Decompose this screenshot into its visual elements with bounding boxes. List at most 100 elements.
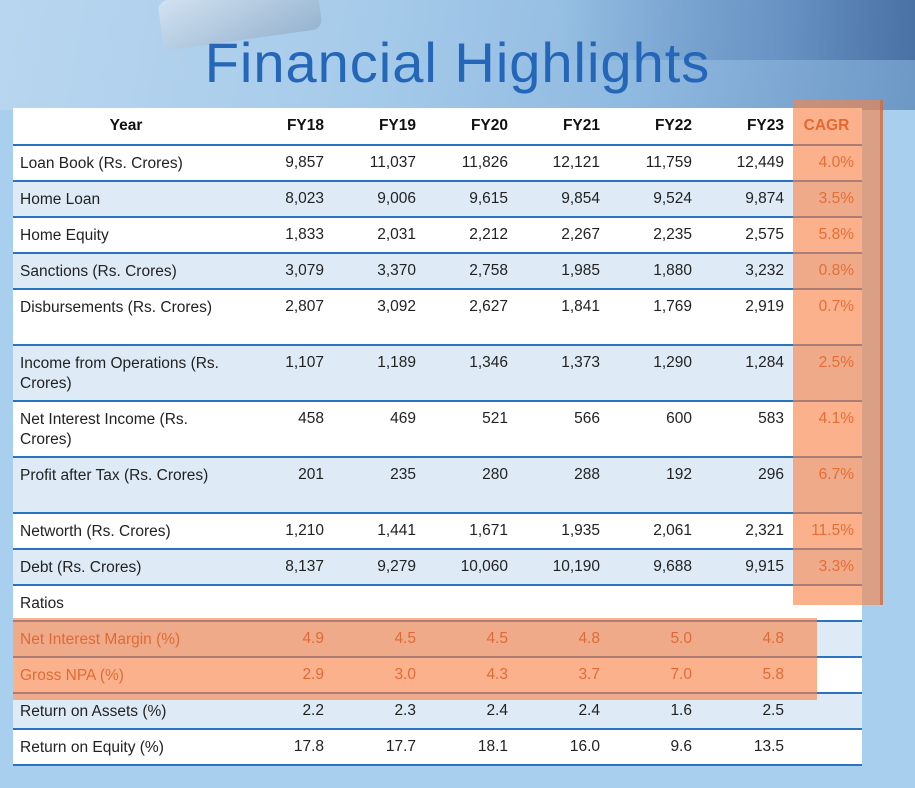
cell-empty: [791, 621, 862, 658]
cell-value: 4.8: [515, 621, 607, 658]
cell-value: 3.7: [515, 657, 607, 694]
cell-value: 1,671: [423, 513, 515, 550]
cell-value: 3,232: [699, 253, 791, 290]
row-label: Loan Book (Rs. Crores): [13, 145, 239, 182]
cell-cagr: 0.8%: [791, 253, 862, 290]
cell-value: 1,935: [515, 513, 607, 550]
cell-value: 2,267: [515, 217, 607, 254]
cell-value: 2,627: [423, 289, 515, 346]
cell-value: 11,759: [607, 145, 699, 182]
cell-value: 9,915: [699, 549, 791, 586]
cell-value: 1,441: [331, 513, 423, 550]
cell-value: 8,023: [239, 181, 331, 218]
column-header-fy18: FY18: [239, 108, 331, 146]
cell-value: 12,121: [515, 145, 607, 182]
cell-cagr: 11.5%: [791, 513, 862, 550]
table-row: Networth (Rs. Crores) 1,210 1,441 1,671 …: [13, 513, 862, 550]
cell-empty: [239, 585, 331, 622]
header-row: Year FY18 FY19 FY20 FY21 FY22 FY23 CAGR: [13, 108, 862, 146]
cell-value: 10,190: [515, 549, 607, 586]
cell-value: 1,107: [239, 345, 331, 402]
cell-empty: [791, 657, 862, 694]
cell-value: 12,449: [699, 145, 791, 182]
column-header-cagr: CAGR: [791, 108, 862, 146]
header-photo-screen: [560, 0, 915, 60]
ratio-row: Net Interest Margin (%) 4.9 4.5 4.5 4.8 …: [13, 621, 862, 658]
cell-cagr: 0.7%: [791, 289, 862, 346]
ratio-row: Return on Equity (%) 17.8 17.7 18.1 16.0…: [13, 729, 862, 766]
cell-value: 16.0: [515, 729, 607, 766]
table-row: Profit after Tax (Rs. Crores) 201 235 28…: [13, 457, 862, 514]
cell-value: 192: [607, 457, 699, 514]
cell-value: 600: [607, 401, 699, 458]
cell-value: 469: [331, 401, 423, 458]
page-title: Financial Highlights: [204, 31, 711, 94]
row-label: Debt (Rs. Crores): [13, 549, 239, 586]
table-row: Home Equity 1,833 2,031 2,212 2,267 2,23…: [13, 217, 862, 254]
cell-value: 3.0: [331, 657, 423, 694]
cell-cagr: 3.3%: [791, 549, 862, 586]
column-header-fy21: FY21: [515, 108, 607, 146]
cell-value: 1.6: [607, 693, 699, 730]
cell-cagr: 5.8%: [791, 217, 862, 254]
row-label: Networth (Rs. Crores): [13, 513, 239, 550]
cell-value: 9,688: [607, 549, 699, 586]
cell-empty: [607, 585, 699, 622]
cell-cagr: 2.5%: [791, 345, 862, 402]
cell-value: 566: [515, 401, 607, 458]
cell-value: 4.3: [423, 657, 515, 694]
cell-value: 2.9: [239, 657, 331, 694]
cell-value: 2,212: [423, 217, 515, 254]
row-label: Return on Equity (%): [13, 729, 239, 766]
ratios-section-row: Ratios: [13, 585, 862, 622]
cell-value: 2,575: [699, 217, 791, 254]
cell-value: 9.6: [607, 729, 699, 766]
cell-value: 9,874: [699, 181, 791, 218]
table-row: Loan Book (Rs. Crores) 9,857 11,037 11,8…: [13, 145, 862, 182]
row-label: Home Loan: [13, 181, 239, 218]
cell-value: 9,006: [331, 181, 423, 218]
cell-value: 1,210: [239, 513, 331, 550]
cell-value: 9,524: [607, 181, 699, 218]
cell-value: 17.8: [239, 729, 331, 766]
cell-value: 3,370: [331, 253, 423, 290]
table-row: Disbursements (Rs. Crores) 2,807 3,092 2…: [13, 289, 862, 346]
table-row: Sanctions (Rs. Crores) 3,079 3,370 2,758…: [13, 253, 862, 290]
cell-value: 2,235: [607, 217, 699, 254]
cell-cagr: 3.5%: [791, 181, 862, 218]
cell-empty: [699, 585, 791, 622]
row-label: Sanctions (Rs. Crores): [13, 253, 239, 290]
cell-value: 5.8: [699, 657, 791, 694]
cell-cagr: 4.0%: [791, 145, 862, 182]
table-row: Home Loan 8,023 9,006 9,615 9,854 9,524 …: [13, 181, 862, 218]
column-header-fy20: FY20: [423, 108, 515, 146]
cell-empty: [515, 585, 607, 622]
cell-value: 18.1: [423, 729, 515, 766]
cell-value: 1,880: [607, 253, 699, 290]
ratio-row: Return on Assets (%) 2.2 2.3 2.4 2.4 1.6…: [13, 693, 862, 730]
cell-value: 458: [239, 401, 331, 458]
cell-value: 9,279: [331, 549, 423, 586]
cell-empty: [791, 729, 862, 766]
cell-value: 1,290: [607, 345, 699, 402]
cell-value: 9,615: [423, 181, 515, 218]
cell-value: 2,758: [423, 253, 515, 290]
cell-value: 2,061: [607, 513, 699, 550]
row-label: Income from Operations (Rs. Crores): [13, 345, 239, 402]
table-row: Income from Operations (Rs. Crores) 1,10…: [13, 345, 862, 402]
cell-value: 11,826: [423, 145, 515, 182]
cell-value: 13.5: [699, 729, 791, 766]
cell-value: 235: [331, 457, 423, 514]
cell-empty: [331, 585, 423, 622]
cell-cagr: 4.1%: [791, 401, 862, 458]
cell-value: 2.4: [515, 693, 607, 730]
column-header-fy23: FY23: [699, 108, 791, 146]
financial-highlights-table: Year FY18 FY19 FY20 FY21 FY22 FY23 CAGR …: [13, 108, 862, 766]
cell-value: 521: [423, 401, 515, 458]
cell-value: 1,284: [699, 345, 791, 402]
cell-value: 2,321: [699, 513, 791, 550]
cell-value: 1,373: [515, 345, 607, 402]
cell-value: 17.7: [331, 729, 423, 766]
cell-value: 1,985: [515, 253, 607, 290]
cell-value: 296: [699, 457, 791, 514]
